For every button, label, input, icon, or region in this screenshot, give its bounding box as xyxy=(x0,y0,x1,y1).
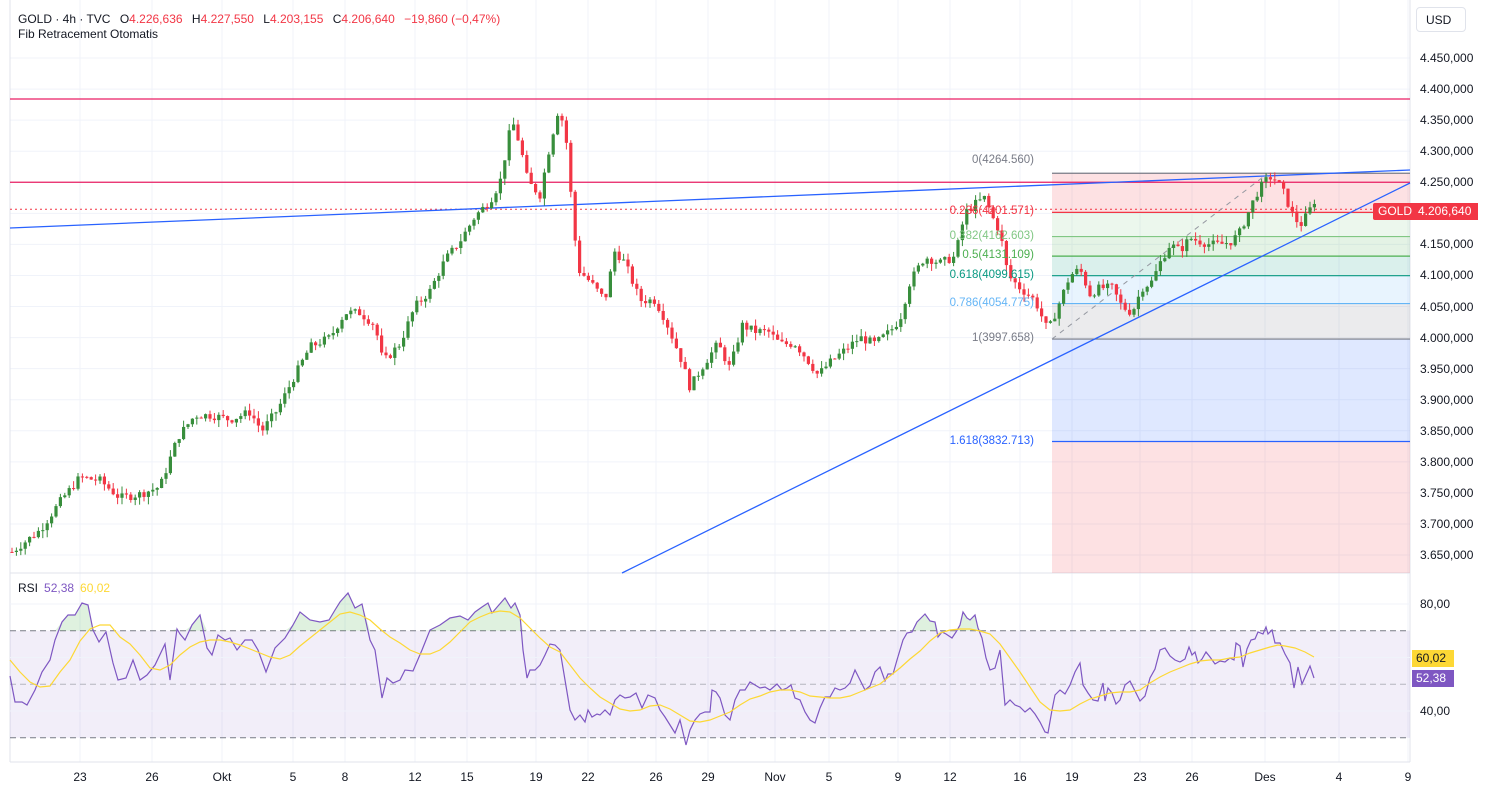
fib-level-label: 0.382(4162.603) xyxy=(949,229,1034,242)
rsi-ma-tag: 60,02 xyxy=(1412,650,1454,667)
time-axis-label: 26 xyxy=(649,770,663,784)
time-axis-label: 12 xyxy=(943,770,957,784)
fib-level-label: 0.786(4054.775) xyxy=(949,296,1034,309)
price-axis-label: 3.950,000 xyxy=(1420,361,1474,376)
time-axis-label: 5 xyxy=(289,770,297,784)
price-axis-label: 3.850,000 xyxy=(1420,423,1474,438)
time-axis-label: 19 xyxy=(1065,770,1079,784)
symbol-legend: GOLD · 4h · TVC O4.226,636 H4.227,550 L4… xyxy=(18,12,501,26)
time-axis-label: 9 xyxy=(1404,770,1412,784)
time-axis-label: 23 xyxy=(73,770,87,784)
time-axis-label: 15 xyxy=(460,770,474,784)
time-axis-label: 4 xyxy=(1335,770,1343,784)
last-price-tag: 4.206,640 xyxy=(1412,203,1478,220)
time-axis-label: Des xyxy=(1254,770,1276,784)
time-axis-label: 16 xyxy=(1013,770,1027,784)
fib-level-label: 0.236(4201.571) xyxy=(949,205,1034,218)
time-axis-label: 26 xyxy=(1185,770,1199,784)
time-axis-label: Nov xyxy=(764,770,786,784)
time-axis-label: 12 xyxy=(408,770,422,784)
price-axis-label: 4.150,000 xyxy=(1420,237,1474,252)
price-axis-label: 4.450,000 xyxy=(1420,51,1474,65)
time-axis-label: 5 xyxy=(825,770,833,784)
price-axis-label: 3.700,000 xyxy=(1420,516,1474,531)
rsi-axis-80: 80,00 xyxy=(1420,597,1451,611)
fib-level-label: 1.618(3832.713) xyxy=(949,434,1034,447)
time-axis-label: 29 xyxy=(701,770,715,784)
rsi-ma-value: 60,02 xyxy=(80,581,111,595)
close-value: 4.206,640 xyxy=(341,12,395,26)
price-axis-label: 4.300,000 xyxy=(1420,144,1474,159)
time-axis-label: Okt xyxy=(212,770,232,784)
price-axis-label: 4.400,000 xyxy=(1420,82,1474,97)
high-value: 4.227,550 xyxy=(200,12,254,26)
rsi-legend[interactable]: RSI 52,38 60,02 xyxy=(18,581,110,595)
price-axis-label: 3.800,000 xyxy=(1420,454,1474,469)
price-axis-label: 4.100,000 xyxy=(1420,268,1474,283)
low-value: 4.203,155 xyxy=(269,12,324,26)
change-value: −19,860 (−0,47%) xyxy=(404,12,501,26)
open-value: 4.226,636 xyxy=(129,12,183,26)
price-axis-label: 4.050,000 xyxy=(1420,299,1474,314)
rsi-label: RSI xyxy=(18,581,39,595)
price-axis-label: 4.350,000 xyxy=(1420,113,1474,128)
symbol-title[interactable]: GOLD · 4h · TVC xyxy=(18,12,111,26)
fib-level-label: 0.5(4131.109) xyxy=(962,249,1034,262)
price-axis-label: 3.650,000 xyxy=(1420,548,1474,563)
time-axis-label: 23 xyxy=(1133,770,1147,784)
rsi-value-tag: 52,38 xyxy=(1412,670,1454,687)
symbol-price-tag: GOLD xyxy=(1373,203,1418,220)
currency-button[interactable]: USD xyxy=(1416,7,1466,32)
fib-level-label: 1(3997.658) xyxy=(971,332,1034,345)
price-axis-label: 4.000,000 xyxy=(1420,330,1474,345)
indicator-legend[interactable]: Fib Retracement Otomatis xyxy=(18,27,159,41)
price-axis-label: 3.900,000 xyxy=(1420,392,1474,407)
rsi-value: 52,38 xyxy=(44,581,75,595)
price-axis-label: 3.750,000 xyxy=(1420,485,1474,500)
fib-level-label: 0.618(4099.615) xyxy=(949,268,1034,281)
fib-level-label: 0(4264.560) xyxy=(971,154,1034,166)
time-axis-label: 9 xyxy=(894,770,902,784)
time-axis-label: 8 xyxy=(341,770,349,784)
time-axis-label: 26 xyxy=(145,770,159,784)
time-axis-label: 19 xyxy=(529,770,543,784)
rsi-axis-40: 40,00 xyxy=(1420,704,1451,718)
time-axis-label: 22 xyxy=(581,770,595,784)
price-axis-label: 4.250,000 xyxy=(1420,175,1474,190)
